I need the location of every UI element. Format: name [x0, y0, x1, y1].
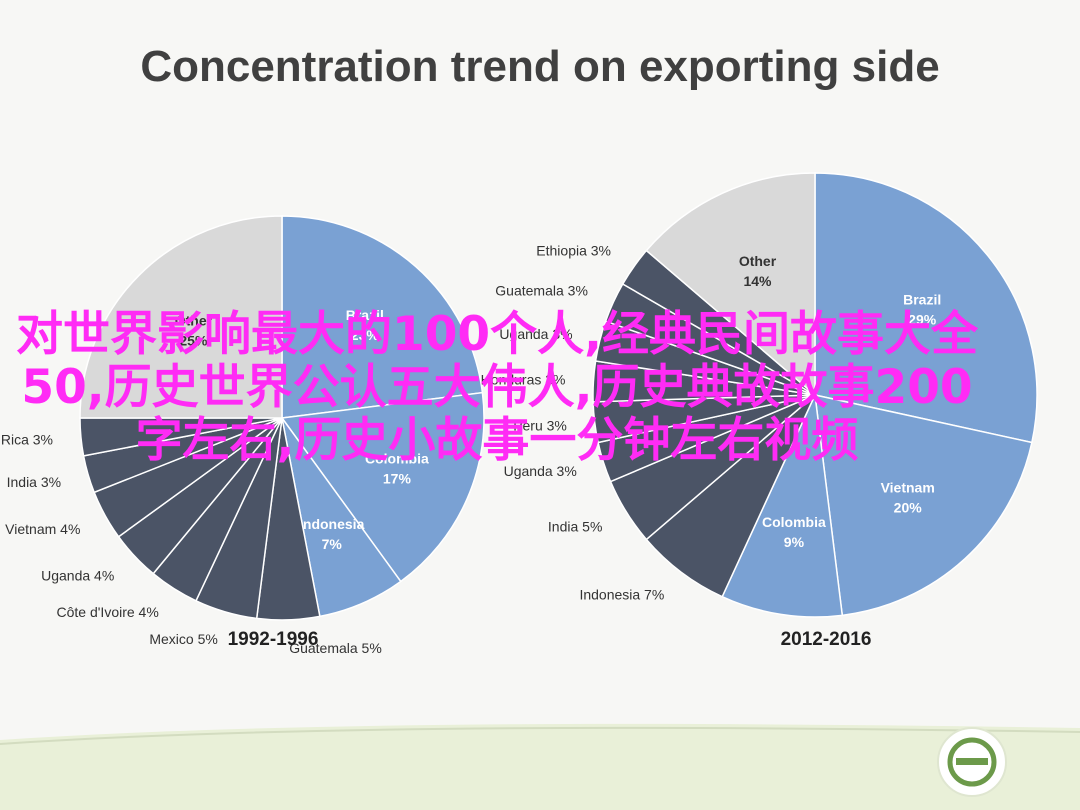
slice-label-other: Other 14% [739, 253, 777, 289]
pie-slice-colombia [721, 392, 844, 618]
slice-label-ethiopia: Ethiopia 3% [536, 243, 611, 259]
slice-label-vietnam: Vietnam 4% [5, 521, 80, 537]
watermark-text: 对世界影响最大的100个人,经典民间故事大全50,历史世界公认五大伟人,历史典故… [16, 307, 978, 468]
pie-slice-brazil [281, 215, 484, 419]
slice-label-mexico: Mexico 5% [149, 631, 217, 647]
period-label-2012-2016: 2012-2016 [781, 629, 872, 650]
pie-slice-other [79, 215, 283, 419]
slice-label-honduras: Honduras 3% [481, 372, 566, 388]
circle-logo-icon [937, 727, 1007, 797]
footer-band-edge [0, 726, 1080, 745]
pie-chart-2012-2016: Brazil 29% Vietnam 20% Colombia 9% Indonesia 7… [481, 172, 1038, 618]
slice-label-colombia: Colombia 17% [365, 451, 429, 487]
pie-slice-other [645, 172, 816, 397]
footer-band [0, 723, 1080, 810]
slice-label-c-te-d-ivoire: Côte d'Ivoire 4% [57, 604, 159, 620]
slice-label-brazil: Brazil 23% [346, 307, 384, 343]
slice-label-india: India 3% [7, 474, 61, 490]
slice-label-costa-rica: Costa Rica 3% [0, 432, 53, 448]
slice-label-uganda: Uganda 3% [499, 326, 572, 342]
period-label-1992-1996: 1992-1996 [228, 629, 319, 650]
slice-label-brazil: Brazil 29% [903, 292, 941, 328]
slice-label-indonesia: Indonesia 7% [579, 587, 664, 603]
slice-label-guatemala: Guatemala 3% [495, 283, 588, 299]
slice-label-guatemala: Guatemala 5% [289, 640, 382, 656]
pie-chart-1992-1996: Brazil 23% Colombia 17%Indonesia 7% Guatemala… [0, 215, 485, 656]
pie-slice-brazil [814, 172, 1038, 444]
slice-label-india: India 5% [548, 519, 602, 535]
slice-label-indonesia: Indonesia 7% [299, 516, 365, 552]
slice-label-uganda: Uganda 4% [41, 567, 114, 583]
slice-label-colombia: Colombia 9% [762, 514, 826, 550]
slice-label-peru: Peru 3% [513, 418, 567, 434]
slice-label-vietnam: Vietnam 20% [881, 480, 935, 516]
slice-label-uganda: Uganda 3% [504, 463, 577, 479]
slide-title: Concentration trend on exporting side [140, 42, 940, 91]
pie-slice-vietnam [814, 394, 1033, 617]
slice-label-other: Other 25% [175, 312, 213, 348]
pie-slice-colombia [280, 391, 485, 583]
